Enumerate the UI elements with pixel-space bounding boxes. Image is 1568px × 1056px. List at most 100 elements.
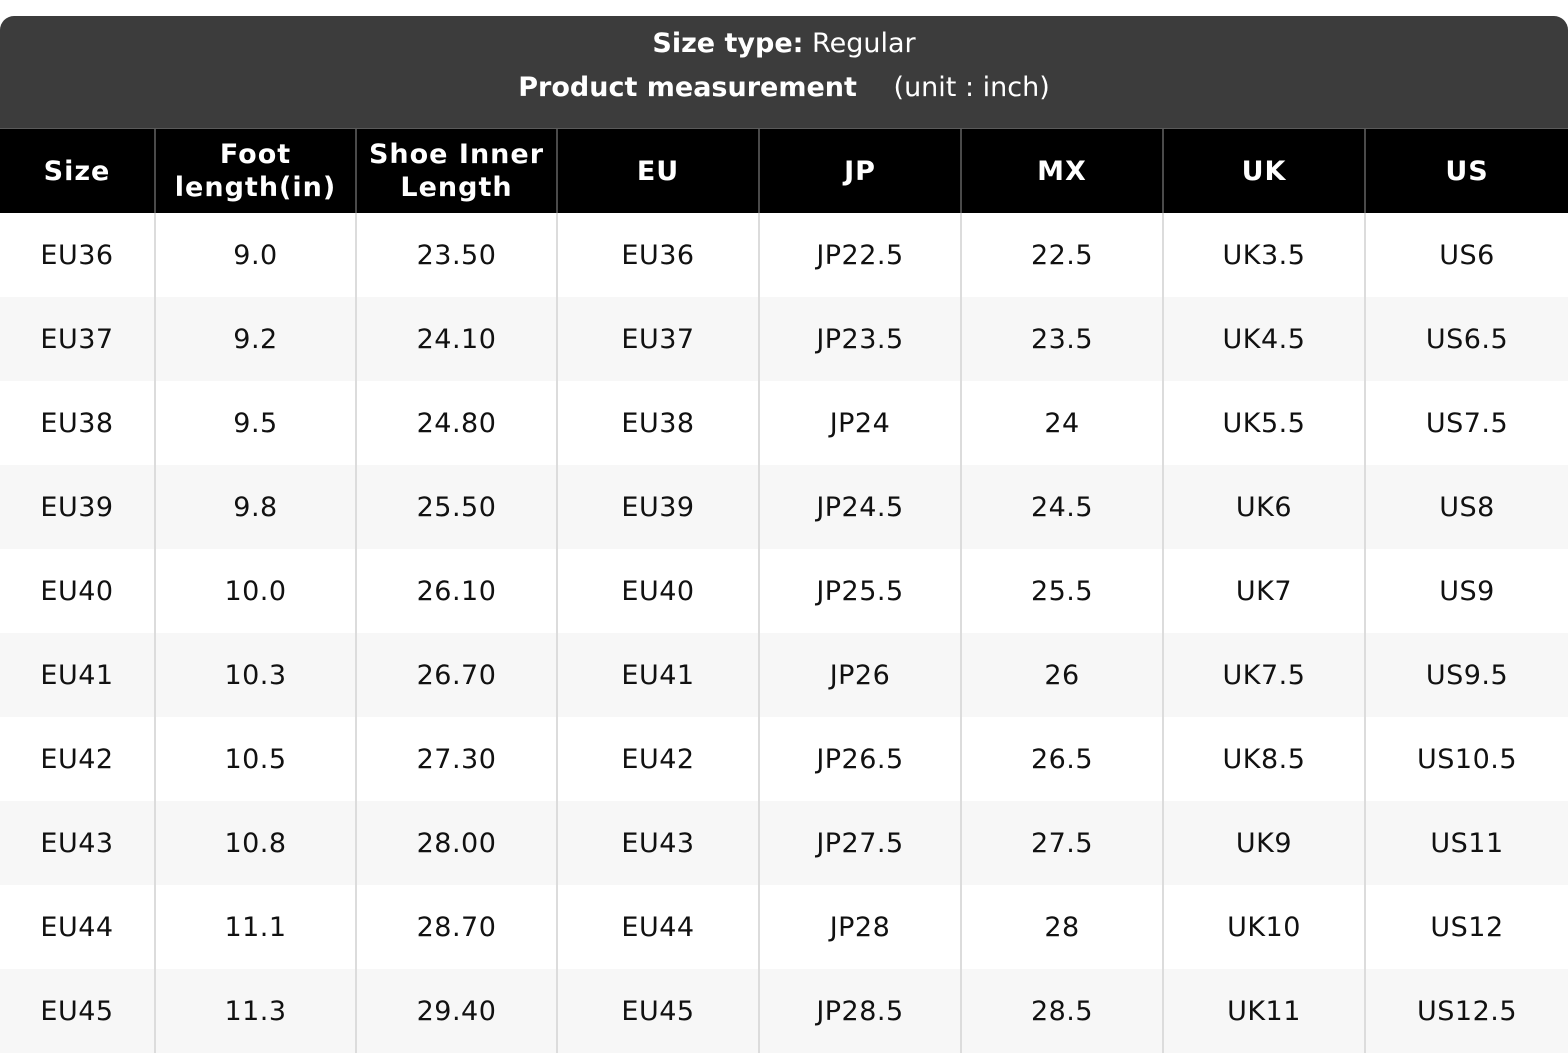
column-header-uk: UK: [1162, 129, 1365, 213]
cell-shoe-inner-length: 27.30: [355, 717, 557, 801]
cell-uk: UK4.5: [1162, 297, 1365, 381]
cell-jp: JP24.5: [758, 465, 961, 549]
cell-size: EU38: [0, 381, 155, 465]
cell-uk: UK5.5: [1162, 381, 1365, 465]
column-header-us: US: [1364, 129, 1568, 213]
size-type-label: Size type:: [652, 28, 804, 59]
cell-uk: UK7.5: [1162, 633, 1365, 717]
cell-uk: UK7: [1162, 549, 1365, 633]
cell-jp: JP25.5: [758, 549, 961, 633]
cell-uk: UK3.5: [1162, 213, 1365, 297]
table-row: EU37 9.2 24.10 EU37 JP23.5 23.5 UK4.5 US6.5: [0, 297, 1568, 381]
cell-eu: EU38: [556, 381, 759, 465]
table-row: EU38 9.5 24.80 EU38 JP24 24 UK5.5 US7.5: [0, 381, 1568, 465]
cell-mx: 24.5: [960, 465, 1163, 549]
cell-mx: 25.5: [960, 549, 1163, 633]
cell-jp: JP28: [758, 885, 961, 969]
cell-mx: 26.5: [960, 717, 1163, 801]
table-row: EU41 10.3 26.70 EU41 JP26 26 UK7.5 US9.5: [0, 633, 1568, 717]
size-chart-header: Size type: Regular Product measurement (…: [0, 16, 1568, 129]
cell-foot-length: 11.3: [154, 969, 356, 1053]
cell-jp: JP23.5: [758, 297, 961, 381]
cell-mx: 27.5: [960, 801, 1163, 885]
cell-us: US11: [1364, 801, 1568, 885]
unit-text: (unit : inch): [893, 72, 1050, 103]
cell-jp: JP27.5: [758, 801, 961, 885]
cell-foot-length: 11.1: [154, 885, 356, 969]
cell-shoe-inner-length: 24.80: [355, 381, 557, 465]
cell-foot-length: 10.0: [154, 549, 356, 633]
cell-us: US12: [1364, 885, 1568, 969]
cell-foot-length: 9.5: [154, 381, 356, 465]
cell-uk: UK10: [1162, 885, 1365, 969]
cell-shoe-inner-length: 25.50: [355, 465, 557, 549]
column-header-foot-length: Foot length(in): [154, 129, 356, 213]
cell-us: US6: [1364, 213, 1568, 297]
cell-us: US8: [1364, 465, 1568, 549]
cell-us: US10.5: [1364, 717, 1568, 801]
cell-jp: JP24: [758, 381, 961, 465]
cell-eu: EU39: [556, 465, 759, 549]
cell-foot-length: 9.2: [154, 297, 356, 381]
cell-eu: EU42: [556, 717, 759, 801]
cell-mx: 28.5: [960, 969, 1163, 1053]
cell-size: EU45: [0, 969, 155, 1053]
cell-jp: JP22.5: [758, 213, 961, 297]
table-row: EU36 9.0 23.50 EU36 JP22.5 22.5 UK3.5 US6: [0, 213, 1568, 297]
cell-uk: UK9: [1162, 801, 1365, 885]
cell-shoe-inner-length: 26.70: [355, 633, 557, 717]
table-row: EU43 10.8 28.00 EU43 JP27.5 27.5 UK9 US11: [0, 801, 1568, 885]
cell-uk: UK8.5: [1162, 717, 1365, 801]
cell-size: EU39: [0, 465, 155, 549]
cell-size: EU42: [0, 717, 155, 801]
cell-foot-length: 10.5: [154, 717, 356, 801]
cell-size: EU43: [0, 801, 155, 885]
size-type-line: Size type: Regular: [0, 16, 1568, 60]
size-chart-card: Size type: Regular Product measurement (…: [0, 16, 1568, 1056]
table-row: EU44 11.1 28.70 EU44 JP28 28 UK10 US12: [0, 885, 1568, 969]
column-header-eu: EU: [556, 129, 759, 213]
table-row: EU45 11.3 29.40 EU45 JP28.5 28.5 UK11 US12.5: [0, 969, 1568, 1053]
cell-us: US12.5: [1364, 969, 1568, 1053]
cell-foot-length: 9.0: [154, 213, 356, 297]
size-type-value: Regular: [812, 28, 916, 59]
cell-size: EU41: [0, 633, 155, 717]
column-header-jp: JP: [758, 129, 961, 213]
cell-eu: EU45: [556, 969, 759, 1053]
cell-eu: EU36: [556, 213, 759, 297]
cell-foot-length: 10.8: [154, 801, 356, 885]
cell-jp: JP26: [758, 633, 961, 717]
cell-us: US9.5: [1364, 633, 1568, 717]
cell-eu: EU40: [556, 549, 759, 633]
cell-size: EU40: [0, 549, 155, 633]
table-row: EU42 10.5 27.30 EU42 JP26.5 26.5 UK8.5 US10.5: [0, 717, 1568, 801]
cell-mx: 23.5: [960, 297, 1163, 381]
measurement-line: Product measurement (unit : inch): [0, 60, 1568, 104]
cell-eu: EU37: [556, 297, 759, 381]
table-row: EU40 10.0 26.10 EU40 JP25.5 25.5 UK7 US9: [0, 549, 1568, 633]
table-header-row: Size Foot length(in) Shoe Inner Length E…: [0, 129, 1568, 213]
column-header-size: Size: [0, 129, 155, 213]
cell-us: US6.5: [1364, 297, 1568, 381]
cell-shoe-inner-length: 24.10: [355, 297, 557, 381]
column-header-shoe-inner-length: Shoe Inner Length: [355, 129, 557, 213]
cell-mx: 24: [960, 381, 1163, 465]
cell-foot-length: 9.8: [154, 465, 356, 549]
cell-us: US7.5: [1364, 381, 1568, 465]
cell-eu: EU44: [556, 885, 759, 969]
cell-eu: EU41: [556, 633, 759, 717]
cell-mx: 22.5: [960, 213, 1163, 297]
cell-size: EU36: [0, 213, 155, 297]
cell-uk: UK6: [1162, 465, 1365, 549]
measurement-label: Product measurement: [518, 72, 857, 103]
table-body: EU36 9.0 23.50 EU36 JP22.5 22.5 UK3.5 US6 EU37 9.…: [0, 213, 1568, 1053]
cell-shoe-inner-length: 28.00: [355, 801, 557, 885]
cell-size: EU37: [0, 297, 155, 381]
cell-us: US9: [1364, 549, 1568, 633]
cell-jp: JP26.5: [758, 717, 961, 801]
cell-size: EU44: [0, 885, 155, 969]
cell-mx: 28: [960, 885, 1163, 969]
table-row: EU39 9.8 25.50 EU39 JP24.5 24.5 UK6 US8: [0, 465, 1568, 549]
cell-uk: UK11: [1162, 969, 1365, 1053]
cell-shoe-inner-length: 26.10: [355, 549, 557, 633]
